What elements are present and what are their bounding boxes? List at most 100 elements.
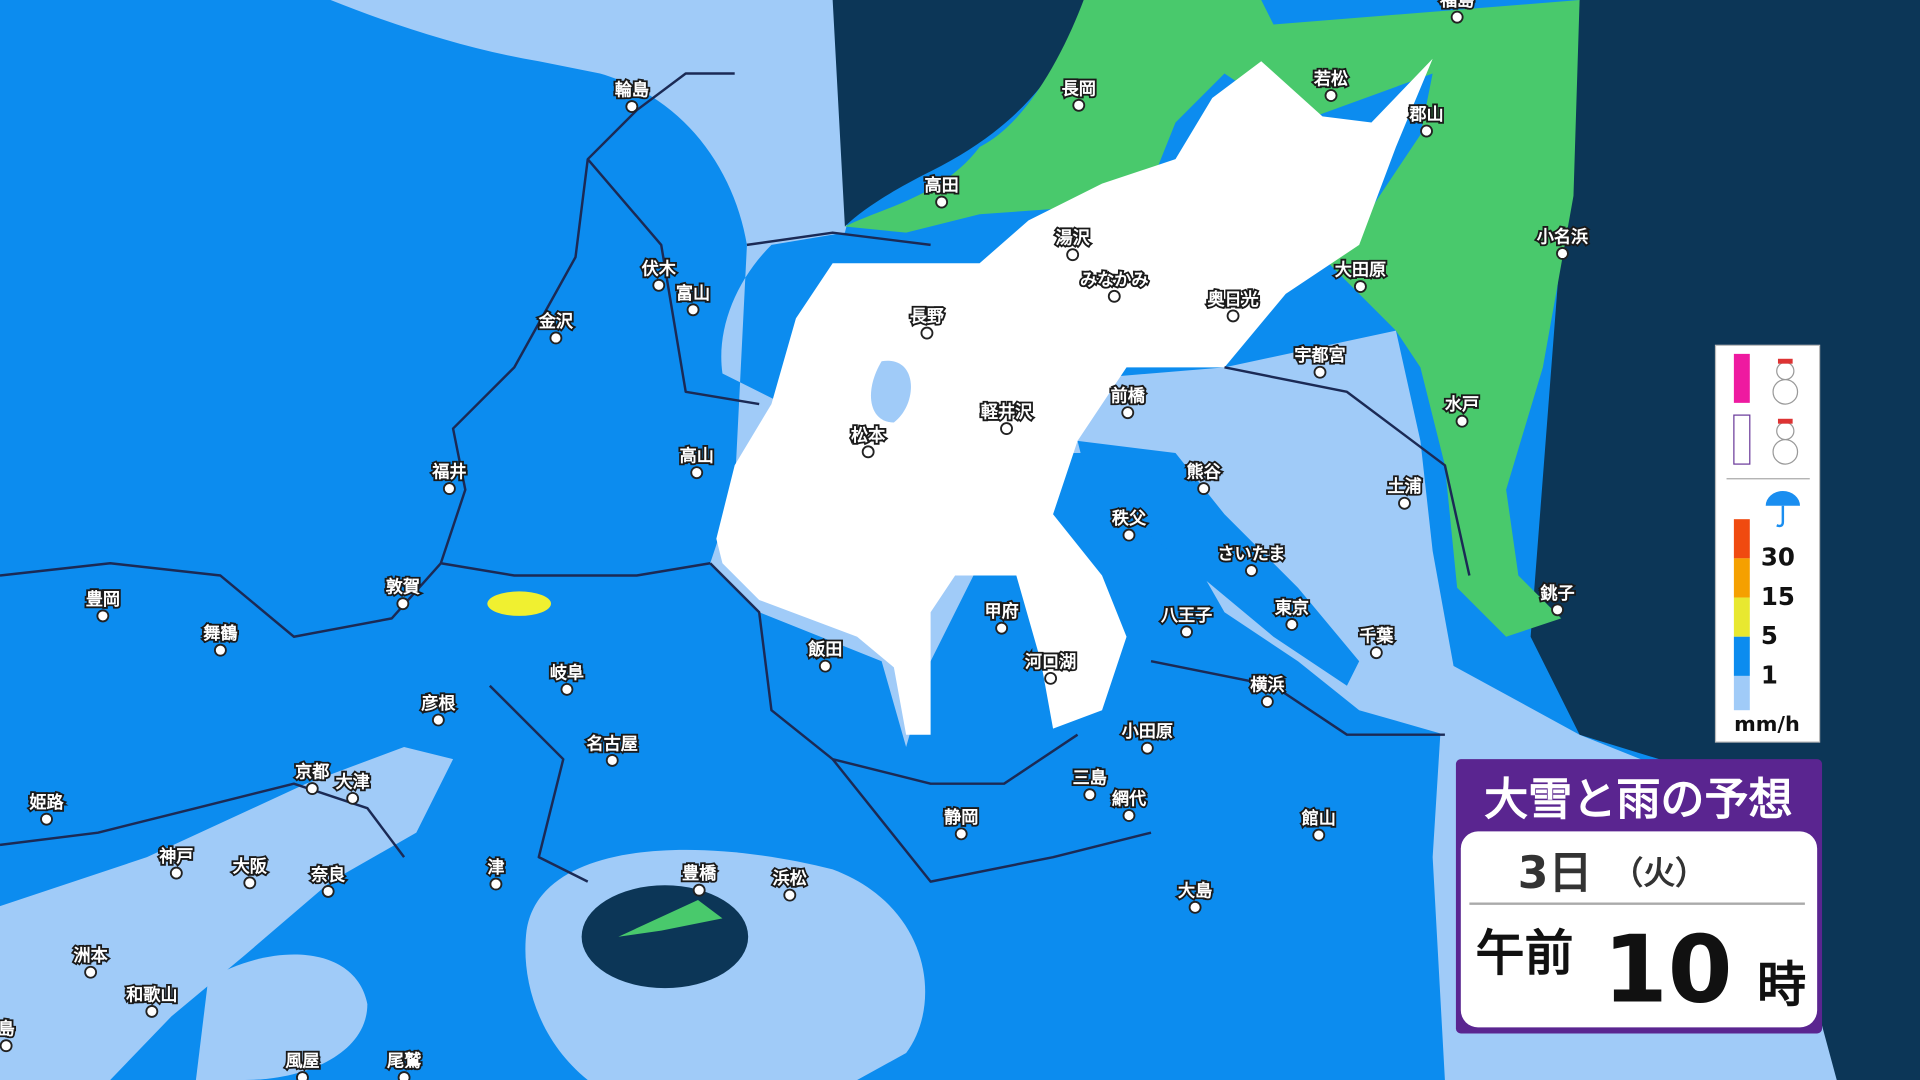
city-dot xyxy=(1044,671,1058,685)
city-dot xyxy=(560,682,574,696)
legend-swatch-0 xyxy=(1733,675,1750,711)
day: 3日 xyxy=(1518,848,1593,899)
heavy-rain-area xyxy=(487,591,552,616)
city-label: 千葉 xyxy=(1359,626,1394,647)
legend-swatch-1 xyxy=(1733,636,1750,676)
city-dot xyxy=(1420,124,1433,138)
city-label: 大阪 xyxy=(233,856,268,877)
city-label: 軽井沢 xyxy=(981,402,1033,423)
city-label: 彦根 xyxy=(421,693,456,714)
city-dot xyxy=(1083,788,1097,802)
city-label: 風屋 xyxy=(285,1052,319,1072)
legend-levels: 30 15 5 1 xyxy=(1761,543,1795,690)
legend-swatch-5 xyxy=(1733,597,1750,637)
city-dot xyxy=(1226,309,1240,323)
city-label: 高山 xyxy=(680,446,714,467)
city-dot xyxy=(1121,406,1135,420)
city-dot xyxy=(1180,625,1193,639)
light-rain-area xyxy=(195,954,368,1080)
city-dot xyxy=(431,713,445,727)
snowman-icon xyxy=(1772,418,1799,465)
legend-swatch-30 xyxy=(1733,519,1750,559)
city-dot xyxy=(489,877,503,891)
city-dot xyxy=(1450,10,1464,24)
city-label: 小名浜 xyxy=(1537,226,1588,247)
city-label: 福島 xyxy=(1439,0,1474,11)
city-dot xyxy=(1455,414,1469,428)
legend-level: 15 xyxy=(1761,582,1795,611)
city-dot xyxy=(954,827,968,841)
city-dot xyxy=(397,1071,411,1080)
city-dot xyxy=(1245,564,1258,578)
city-dot xyxy=(686,303,700,317)
coastline xyxy=(0,72,1471,883)
legend-swatch-heavy-snow xyxy=(1733,353,1750,403)
city-dot xyxy=(1107,289,1121,303)
legend-unit: mm/h xyxy=(1734,712,1800,736)
city-label: 伏木 xyxy=(642,258,677,279)
city-dot xyxy=(1312,828,1326,842)
snow-heavy-area xyxy=(844,0,1580,637)
legend-swatch-15 xyxy=(1733,558,1750,598)
city-dot xyxy=(1260,695,1274,709)
legend-level: 5 xyxy=(1761,621,1778,650)
city-label: 金沢 xyxy=(538,311,574,332)
city-label: 大島 xyxy=(1178,880,1212,901)
city-label: 尾鷲 xyxy=(387,1051,421,1072)
city-dot xyxy=(1072,98,1086,112)
snow-area xyxy=(716,58,1433,735)
light-rain-area xyxy=(0,746,454,1080)
city-label: 舞鶴 xyxy=(203,623,237,644)
city-label: 静岡 xyxy=(944,807,978,828)
period: 午前 xyxy=(1476,925,1574,982)
city-label: 豊岡 xyxy=(86,589,120,610)
legend xyxy=(1714,344,1821,743)
legend-level: 30 xyxy=(1761,543,1795,572)
legend-swatch-snow xyxy=(1733,414,1751,465)
city-label: 富山 xyxy=(676,283,710,304)
city-label: 熊谷 xyxy=(1187,462,1222,483)
city-label: 宇都宮 xyxy=(1294,345,1345,366)
city-dot xyxy=(305,782,319,795)
city-label: 小田原 xyxy=(1122,722,1173,742)
city-dot xyxy=(1285,618,1299,631)
city-dot xyxy=(213,643,227,657)
city-dot xyxy=(169,866,183,880)
ocean xyxy=(832,0,1090,227)
city-label: 館山 xyxy=(1301,808,1336,829)
light-rain-area xyxy=(870,360,911,423)
city-label: 名古屋 xyxy=(587,733,638,754)
city-label: 神戸 xyxy=(159,846,193,867)
hour-unit: 時 xyxy=(1757,957,1806,1014)
city-dot xyxy=(861,445,875,459)
city-label: 輪島 xyxy=(615,80,649,101)
city-dot xyxy=(442,482,456,495)
city-dot xyxy=(1324,89,1338,102)
city-dot xyxy=(243,876,257,890)
city-dot xyxy=(1197,482,1211,495)
city-dot xyxy=(1551,603,1564,617)
city-label: 島 xyxy=(0,1019,15,1040)
city-dot xyxy=(96,609,110,623)
city-dot xyxy=(321,885,335,898)
umbrella-icon xyxy=(1765,491,1800,528)
city-dot xyxy=(1556,247,1569,260)
city-dot xyxy=(1369,646,1383,660)
city-dot xyxy=(1188,900,1202,914)
city-dot xyxy=(1066,248,1080,262)
city-label: 福井 xyxy=(431,462,466,483)
city-dot xyxy=(690,466,704,480)
city-dot xyxy=(1313,365,1327,379)
city-label: 銚子 xyxy=(1540,583,1574,604)
city-label: 若松 xyxy=(1314,68,1348,89)
city-label: 土浦 xyxy=(1387,476,1421,497)
city-dot xyxy=(346,791,360,805)
city-label: 東京 xyxy=(1275,597,1309,618)
city-dot xyxy=(1140,741,1154,755)
city-label: 三島 xyxy=(1073,768,1107,789)
city-dot xyxy=(783,888,797,902)
city-dot xyxy=(652,278,666,292)
